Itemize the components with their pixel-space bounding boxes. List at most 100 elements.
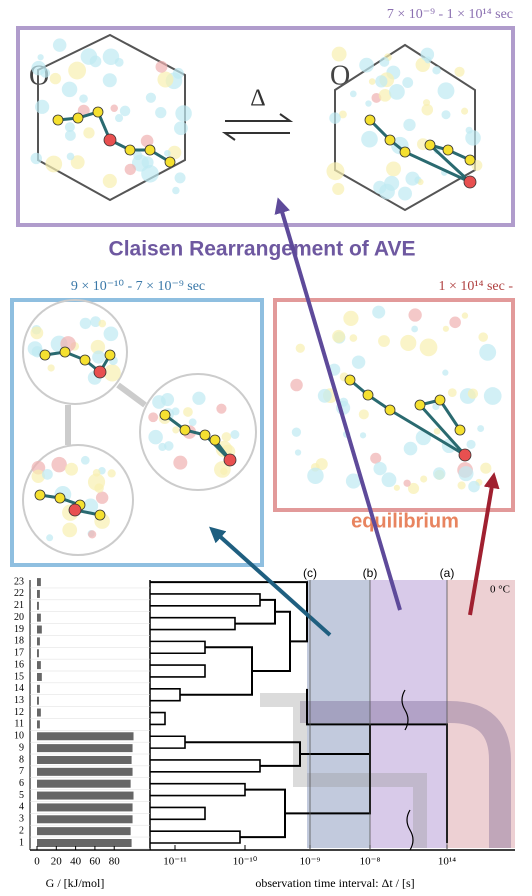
left-panel bbox=[12, 300, 262, 565]
atom bbox=[95, 510, 105, 520]
energy-tick-label: 40 bbox=[70, 856, 82, 868]
atom bbox=[104, 134, 116, 146]
state-label: 5 bbox=[19, 790, 24, 801]
atom-ghost bbox=[40, 68, 50, 78]
atom-ghost bbox=[81, 48, 98, 65]
atom-ghost bbox=[152, 395, 166, 409]
atom-ghost bbox=[343, 311, 358, 326]
atom bbox=[73, 113, 83, 123]
atom-ghost bbox=[465, 130, 480, 145]
atom-ghost bbox=[350, 91, 357, 98]
atom-ghost bbox=[146, 93, 156, 103]
atom bbox=[464, 176, 476, 188]
arrow-label: Δ bbox=[250, 86, 265, 112]
atom-ghost bbox=[296, 344, 305, 353]
state-label: 9 bbox=[19, 742, 24, 753]
state-label: 7 bbox=[19, 766, 24, 777]
atom-ghost bbox=[449, 317, 461, 329]
atom-ghost bbox=[361, 131, 378, 148]
atom-ghost bbox=[172, 187, 179, 194]
dendro-branch bbox=[150, 689, 180, 701]
atom-ghost bbox=[403, 119, 415, 131]
arrow bbox=[280, 205, 400, 610]
atom-ghost bbox=[175, 105, 191, 121]
energy-bar bbox=[37, 626, 42, 634]
dendro-branch bbox=[150, 594, 260, 606]
atom-ghost bbox=[175, 172, 186, 183]
state-label: 8 bbox=[19, 754, 24, 765]
atom-ghost bbox=[37, 54, 43, 60]
atom-ghost bbox=[148, 412, 158, 422]
atom-ghost bbox=[68, 62, 86, 80]
atom-ghost bbox=[295, 449, 301, 455]
atom bbox=[69, 504, 81, 516]
atom bbox=[363, 390, 373, 400]
atom bbox=[224, 454, 236, 466]
atom-ghost bbox=[448, 388, 457, 397]
axis-label: G / [kJ/mol] bbox=[46, 876, 105, 890]
atom-ghost bbox=[432, 66, 440, 74]
atom-ghost bbox=[173, 456, 187, 470]
page: 7 × 10⁻⁹ - 1 × 10¹⁴ sec O O Δ Claisen Re… bbox=[0, 0, 532, 896]
state-label: 3 bbox=[19, 814, 24, 825]
energy-bar bbox=[37, 590, 40, 598]
atom-ghost bbox=[83, 127, 94, 138]
dendro-branch bbox=[150, 784, 245, 796]
state-label: 6 bbox=[19, 778, 24, 789]
atom-ghost bbox=[183, 407, 193, 417]
atom-ghost bbox=[50, 73, 61, 84]
atom-ghost bbox=[442, 370, 448, 376]
atom-ghost bbox=[79, 94, 88, 103]
state-label: 13 bbox=[14, 695, 24, 706]
atom-ghost bbox=[81, 456, 90, 465]
dendro-branch bbox=[150, 760, 260, 772]
atom-ghost bbox=[373, 181, 386, 194]
energy-tick-label: 20 bbox=[51, 856, 63, 868]
atom-ghost bbox=[443, 326, 449, 332]
atom-ghost bbox=[292, 428, 301, 437]
atom-ghost bbox=[125, 164, 136, 175]
atom-ghost bbox=[98, 320, 106, 328]
atom-ghost bbox=[46, 534, 53, 541]
energy-bar bbox=[37, 709, 41, 717]
atom-ghost bbox=[120, 106, 131, 117]
atom-ghost bbox=[400, 335, 416, 351]
atom-ghost bbox=[375, 75, 387, 87]
state-label: 22 bbox=[14, 588, 24, 599]
atom-ghost bbox=[45, 156, 62, 173]
energy-bar bbox=[37, 614, 41, 622]
atom-ghost bbox=[422, 104, 434, 116]
atom-ghost bbox=[404, 442, 418, 456]
atom-ghost bbox=[365, 100, 371, 106]
atom-ghost bbox=[62, 82, 77, 97]
atom-ghost bbox=[360, 432, 366, 438]
atom-ghost bbox=[477, 425, 484, 432]
atom-ghost bbox=[389, 84, 405, 100]
atom bbox=[210, 435, 220, 445]
temperature: 0 °C bbox=[490, 584, 510, 596]
dendro-branch bbox=[150, 831, 240, 843]
energy-bar bbox=[37, 578, 41, 586]
atom bbox=[160, 410, 170, 420]
state-label: 14 bbox=[14, 683, 24, 694]
state-label: 12 bbox=[14, 707, 24, 718]
time-tick-label: 10⁻¹⁰ bbox=[233, 856, 258, 868]
energy-bar bbox=[37, 661, 41, 669]
state-label: 2 bbox=[19, 825, 24, 836]
energy-bar bbox=[37, 637, 40, 645]
atom-ghost bbox=[108, 469, 116, 477]
atom-ghost bbox=[369, 78, 376, 85]
atom-ghost bbox=[115, 114, 123, 122]
atom-ghost bbox=[329, 112, 341, 124]
atom-ghost bbox=[379, 57, 389, 67]
atom-ghost bbox=[53, 38, 66, 51]
atom-ghost bbox=[359, 58, 374, 73]
atom-ghost bbox=[230, 430, 239, 439]
atom bbox=[385, 135, 395, 145]
atom-ghost bbox=[42, 469, 53, 480]
atom-ghost bbox=[398, 187, 412, 201]
atom-ghost bbox=[174, 121, 188, 135]
atom-ghost bbox=[421, 48, 435, 62]
dendro-branch bbox=[150, 713, 165, 725]
atom-ghost bbox=[158, 443, 166, 451]
